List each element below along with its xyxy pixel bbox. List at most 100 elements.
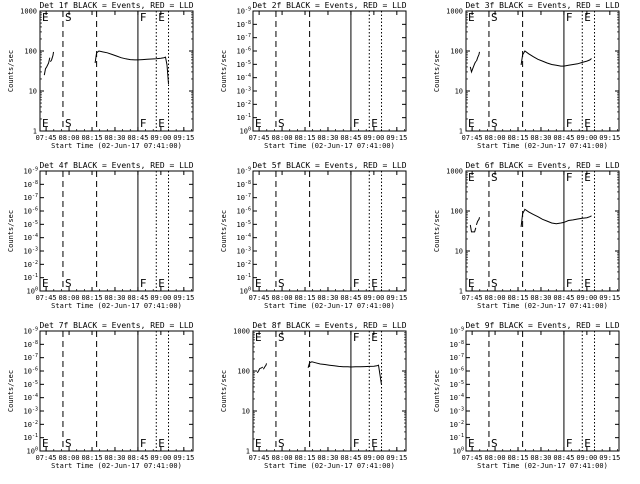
panel-8: Det 8f BLACK = Events, RED = LLD 1 10 100 10…: [220, 321, 407, 470]
y-tick-label: 10-4: [450, 393, 464, 402]
marker-label-bottom: E: [584, 117, 591, 130]
marker-label-top: F: [566, 171, 573, 184]
x-tick-label: 07:45: [462, 134, 483, 142]
y-tick-label: 100: [450, 48, 463, 56]
marker-label-bottom: E: [371, 437, 378, 450]
panel-title: Det 6f BLACK = Events, RED = LLD: [465, 161, 619, 170]
y-tick-label: 10-6: [237, 207, 251, 216]
x-tick-label: 08:30: [104, 454, 125, 462]
series-line: [49, 51, 54, 62]
series-line: [475, 217, 480, 226]
y-tick-label: 10: [455, 248, 463, 256]
marker-label-top: F: [140, 11, 147, 24]
x-axis-label: Start Time (02-Jun-17 07:41:00): [51, 462, 182, 470]
y-tick-label: 10-2: [450, 420, 464, 429]
x-tick-label: 08:30: [104, 134, 125, 142]
y-tick-label: 100: [453, 447, 464, 456]
y-tick-label: 10-1: [24, 433, 38, 442]
panel-title: Det 3f BLACK = Events, RED = LLD: [465, 1, 619, 10]
y-tick-label: 1000: [446, 168, 463, 176]
panel-title: Det 5f BLACK = Events, RED = LLD: [252, 161, 406, 170]
x-axis-label: Start Time (02-Jun-17 07:41:00): [477, 142, 608, 150]
marker-label-top: E: [42, 11, 49, 24]
y-tick-label: 10-9: [237, 167, 251, 176]
x-tick-label: 08:30: [317, 134, 338, 142]
x-tick-label: 08:30: [530, 454, 551, 462]
marker-label-bottom: E: [42, 117, 49, 130]
y-tick-label: 10-1: [450, 433, 464, 442]
x-tick-label: 09:00: [576, 134, 597, 142]
y-tick-label: 10-3: [24, 407, 38, 416]
x-tick-label: 07:45: [462, 454, 483, 462]
x-tick-label: 09:00: [150, 454, 171, 462]
series-line: [520, 50, 592, 67]
marker-label-top: S: [278, 331, 285, 344]
x-tick-label: 08:45: [127, 454, 148, 462]
y-tick-label: 10-7: [237, 33, 251, 42]
x-tick-label: 09:00: [576, 454, 597, 462]
x-tick-label: 09:15: [386, 134, 407, 142]
y-tick-label: 100: [240, 127, 251, 136]
x-tick-label: 08:45: [340, 294, 361, 302]
y-tick-label: 10-6: [450, 367, 464, 376]
y-tick-label: 1: [246, 448, 250, 456]
x-tick-label: 08:15: [81, 454, 102, 462]
marker-label-bottom: S: [65, 277, 72, 290]
y-tick-label: 10-3: [24, 247, 38, 256]
marker-label-top: E: [255, 331, 262, 344]
y-tick-label: 10-1: [237, 113, 251, 122]
y-tick-label: 1: [459, 128, 463, 136]
y-tick-label: 10-8: [450, 340, 464, 349]
marker-label-top: E: [468, 171, 475, 184]
marker-label-top: E: [158, 11, 165, 24]
x-tick-label: 08:30: [317, 454, 338, 462]
x-axis-label: Start Time (02-Jun-17 07:41:00): [477, 462, 608, 470]
y-tick-label: 10-3: [237, 247, 251, 256]
y-tick-label: 100: [240, 287, 251, 296]
x-tick-label: 08:15: [294, 454, 315, 462]
marker-label-bottom: F: [353, 117, 360, 130]
y-tick-label: 10-8: [237, 20, 251, 29]
marker-label-bottom: E: [584, 437, 591, 450]
marker-label-bottom: E: [158, 277, 165, 290]
y-tick-label: 10-4: [237, 73, 251, 82]
x-tick-label: 08:45: [553, 294, 574, 302]
x-tick-label: 09:15: [173, 134, 194, 142]
y-tick-label: 10-3: [237, 87, 251, 96]
marker-label-bottom: F: [353, 277, 360, 290]
marker-label-bottom: S: [278, 117, 285, 130]
y-axis-label: Counts/sec: [433, 50, 441, 92]
x-tick-label: 07:45: [249, 294, 270, 302]
x-tick-label: 08:00: [485, 294, 506, 302]
x-tick-label: 07:45: [249, 134, 270, 142]
series-line: [475, 51, 480, 62]
y-tick-label: 100: [27, 447, 38, 456]
y-tick-label: 1: [33, 128, 37, 136]
marker-label-bottom: E: [584, 277, 591, 290]
marker-label-bottom: E: [468, 437, 475, 450]
x-tick-label: 09:00: [576, 294, 597, 302]
x-tick-label: 09:00: [150, 294, 171, 302]
y-tick-label: 10-1: [24, 273, 38, 282]
x-tick-label: 07:45: [462, 294, 483, 302]
series-line: [43, 57, 51, 76]
x-tick-label: 08:30: [104, 294, 125, 302]
marker-label-bottom: E: [468, 117, 475, 130]
y-tick-label: 10-8: [24, 340, 38, 349]
marker-label-bottom: F: [566, 117, 573, 130]
y-tick-label: 10-5: [237, 60, 251, 69]
y-tick-label: 10-8: [24, 180, 38, 189]
y-tick-label: 10-2: [237, 100, 251, 109]
y-tick-label: 10: [455, 88, 463, 96]
y-tick-label: 100: [24, 48, 37, 56]
y-tick-label: 10-6: [24, 207, 38, 216]
marker-label-bottom: S: [65, 437, 72, 450]
y-tick-label: 10-1: [237, 273, 251, 282]
y-tick-label: 10-4: [24, 393, 38, 402]
marker-label-bottom: S: [491, 277, 498, 290]
y-axis-label: Counts/sec: [7, 370, 15, 412]
x-axis-label: Start Time (02-Jun-17 07:41:00): [264, 142, 395, 150]
x-tick-label: 07:45: [36, 134, 57, 142]
